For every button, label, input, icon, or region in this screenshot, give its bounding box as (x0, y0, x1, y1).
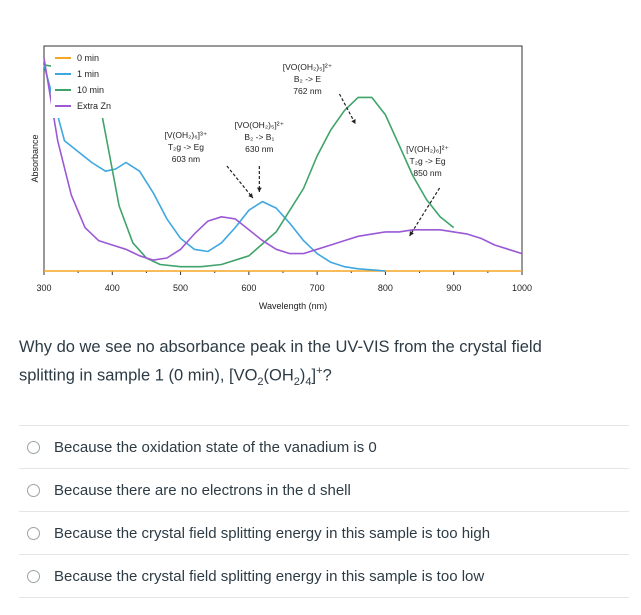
x-tick-label: 1000 (512, 283, 532, 293)
annotation-text: [V(OH₂)₆]²⁺ (406, 144, 449, 154)
formula-sup-1: + (316, 365, 323, 377)
x-tick-label: 900 (446, 283, 461, 293)
annotation-text: [VO(OH₂)₅]²⁺ (235, 120, 285, 130)
legend-label: 1 min (77, 69, 99, 79)
annotation-text: 762 nm (293, 86, 321, 96)
question-text: Why do we see no absorbance peak in the … (19, 335, 619, 394)
x-tick-label: 600 (241, 283, 256, 293)
formula-sub-2: 2 (293, 375, 300, 388)
formula-sub-1: 2 (257, 375, 264, 388)
legend-label: 10 min (77, 85, 104, 95)
annotation-arrow (226, 165, 254, 199)
series-line-10-min (43, 64, 455, 268)
series-line-extra-zn (43, 58, 523, 261)
uv-vis-chart: 300 400 500 600 700 800 900 1000 Wavelength (nm)… (30, 45, 532, 311)
formula-mid-1: (OH (263, 366, 294, 385)
formula-mid-3: ] (311, 366, 317, 385)
annotation-arrowhead (409, 231, 414, 236)
annotation-arrow (338, 93, 357, 125)
annotation-text: B₂ -> E (294, 74, 321, 84)
x-tick-label: 500 (173, 283, 188, 293)
radio-button[interactable] (27, 440, 40, 454)
annotation-text: 630 nm (245, 144, 273, 154)
radio-button[interactable] (27, 569, 40, 583)
annotation-text: 603 nm (172, 154, 200, 164)
y-axis-label: Absorbance (30, 134, 40, 182)
answer-option-4[interactable]: Because the crystal field splitting ener… (19, 554, 629, 598)
answer-option-2[interactable]: Because there are no electrons in the d … (19, 468, 629, 511)
answer-option-label: Because the crystal field splitting ener… (54, 524, 491, 542)
answer-option-label: Because the oxidation state of the vanad… (54, 438, 377, 456)
annotation-arrow (409, 187, 441, 237)
question-line-2-prefix: splitting in sample 1 (0 min), [VO (19, 366, 258, 385)
x-tick-label: 400 (105, 283, 120, 293)
answer-option-label: Because the crystal field splitting ener… (54, 567, 485, 585)
answer-option-1[interactable]: Because the oxidation state of the vanad… (19, 425, 629, 468)
legend-label: Extra Zn (77, 101, 111, 111)
answer-options: Because the oxidation state of the vanad… (19, 425, 629, 598)
x-axis-label: Wavelength (nm) (259, 301, 327, 311)
x-tick-label: 800 (378, 283, 393, 293)
annotation-arrowhead (248, 193, 253, 198)
legend-label: 0 min (77, 53, 99, 63)
radio-button[interactable] (27, 483, 40, 497)
x-tick-label: 300 (36, 283, 51, 293)
formula-sub-3: 4 (305, 375, 312, 388)
annotation-arrowhead (256, 187, 262, 192)
annotation-text: T₂g -> Eg (410, 156, 446, 166)
annotation-text: T₂g -> Eg (168, 142, 204, 152)
series-line-1-min (43, 64, 386, 272)
question-suffix: ? (322, 366, 332, 385)
formula-mid-2: ) (299, 366, 306, 385)
chart-svg: 300 400 500 600 700 800 900 1000 Wavelength (nm)… (30, 45, 532, 311)
radio-button[interactable] (27, 526, 40, 540)
annotation-text: [VO(OH₂)₅]²⁺ (283, 62, 333, 72)
x-tick-label: 700 (310, 283, 325, 293)
annotation-text: B₂ -> B₁ (244, 132, 274, 142)
answer-option-label: Because there are no electrons in the d … (54, 481, 351, 499)
annotation-arrowhead (351, 119, 356, 124)
question-line-1: Why do we see no absorbance peak in the … (19, 338, 542, 356)
annotation-text: 850 nm (413, 168, 441, 178)
answer-option-3[interactable]: Because the crystal field splitting ener… (19, 511, 629, 554)
annotation-text: [V(OH₂)₆]³⁺ (164, 130, 207, 140)
